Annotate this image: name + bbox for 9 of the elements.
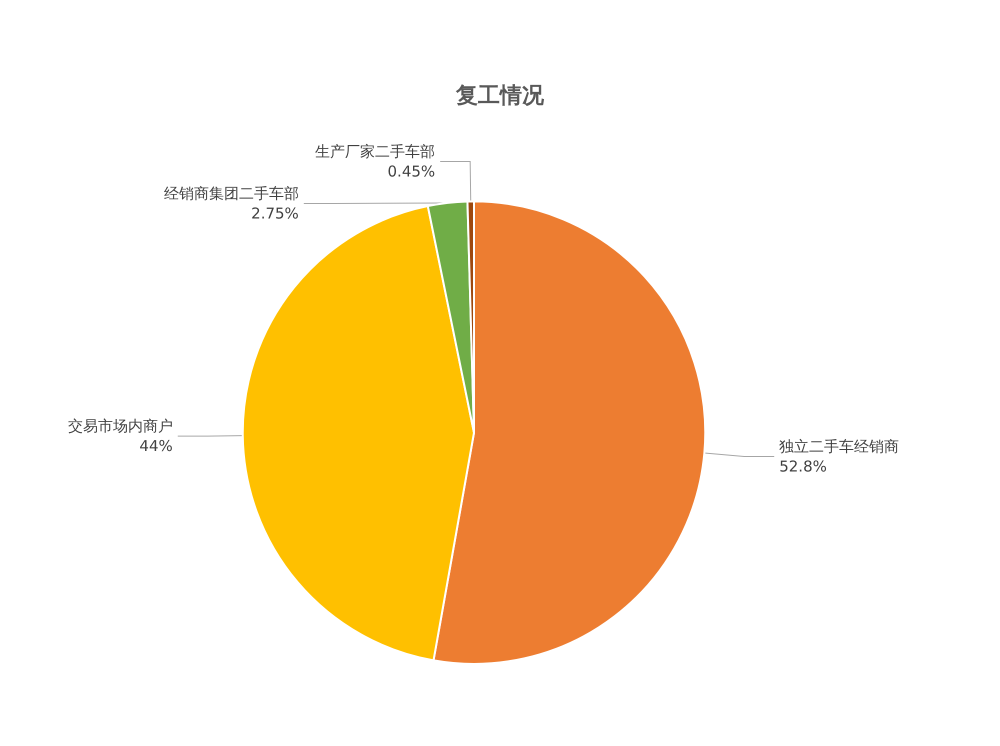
data-label: 44% xyxy=(139,437,173,456)
data-label: 52.8% xyxy=(779,458,827,476)
slice-label: 独立二手车经销商 xyxy=(779,438,900,456)
data-label: 2.75% xyxy=(251,204,299,222)
chart-title: 复工情况 xyxy=(455,84,545,108)
slice-label: 经销商集团二手车部 xyxy=(164,184,299,202)
slice-label: 生产厂家二手车部 xyxy=(315,142,436,160)
data-label: 0.45% xyxy=(388,162,436,180)
slice-label: 交易市场内商户 xyxy=(68,417,173,436)
